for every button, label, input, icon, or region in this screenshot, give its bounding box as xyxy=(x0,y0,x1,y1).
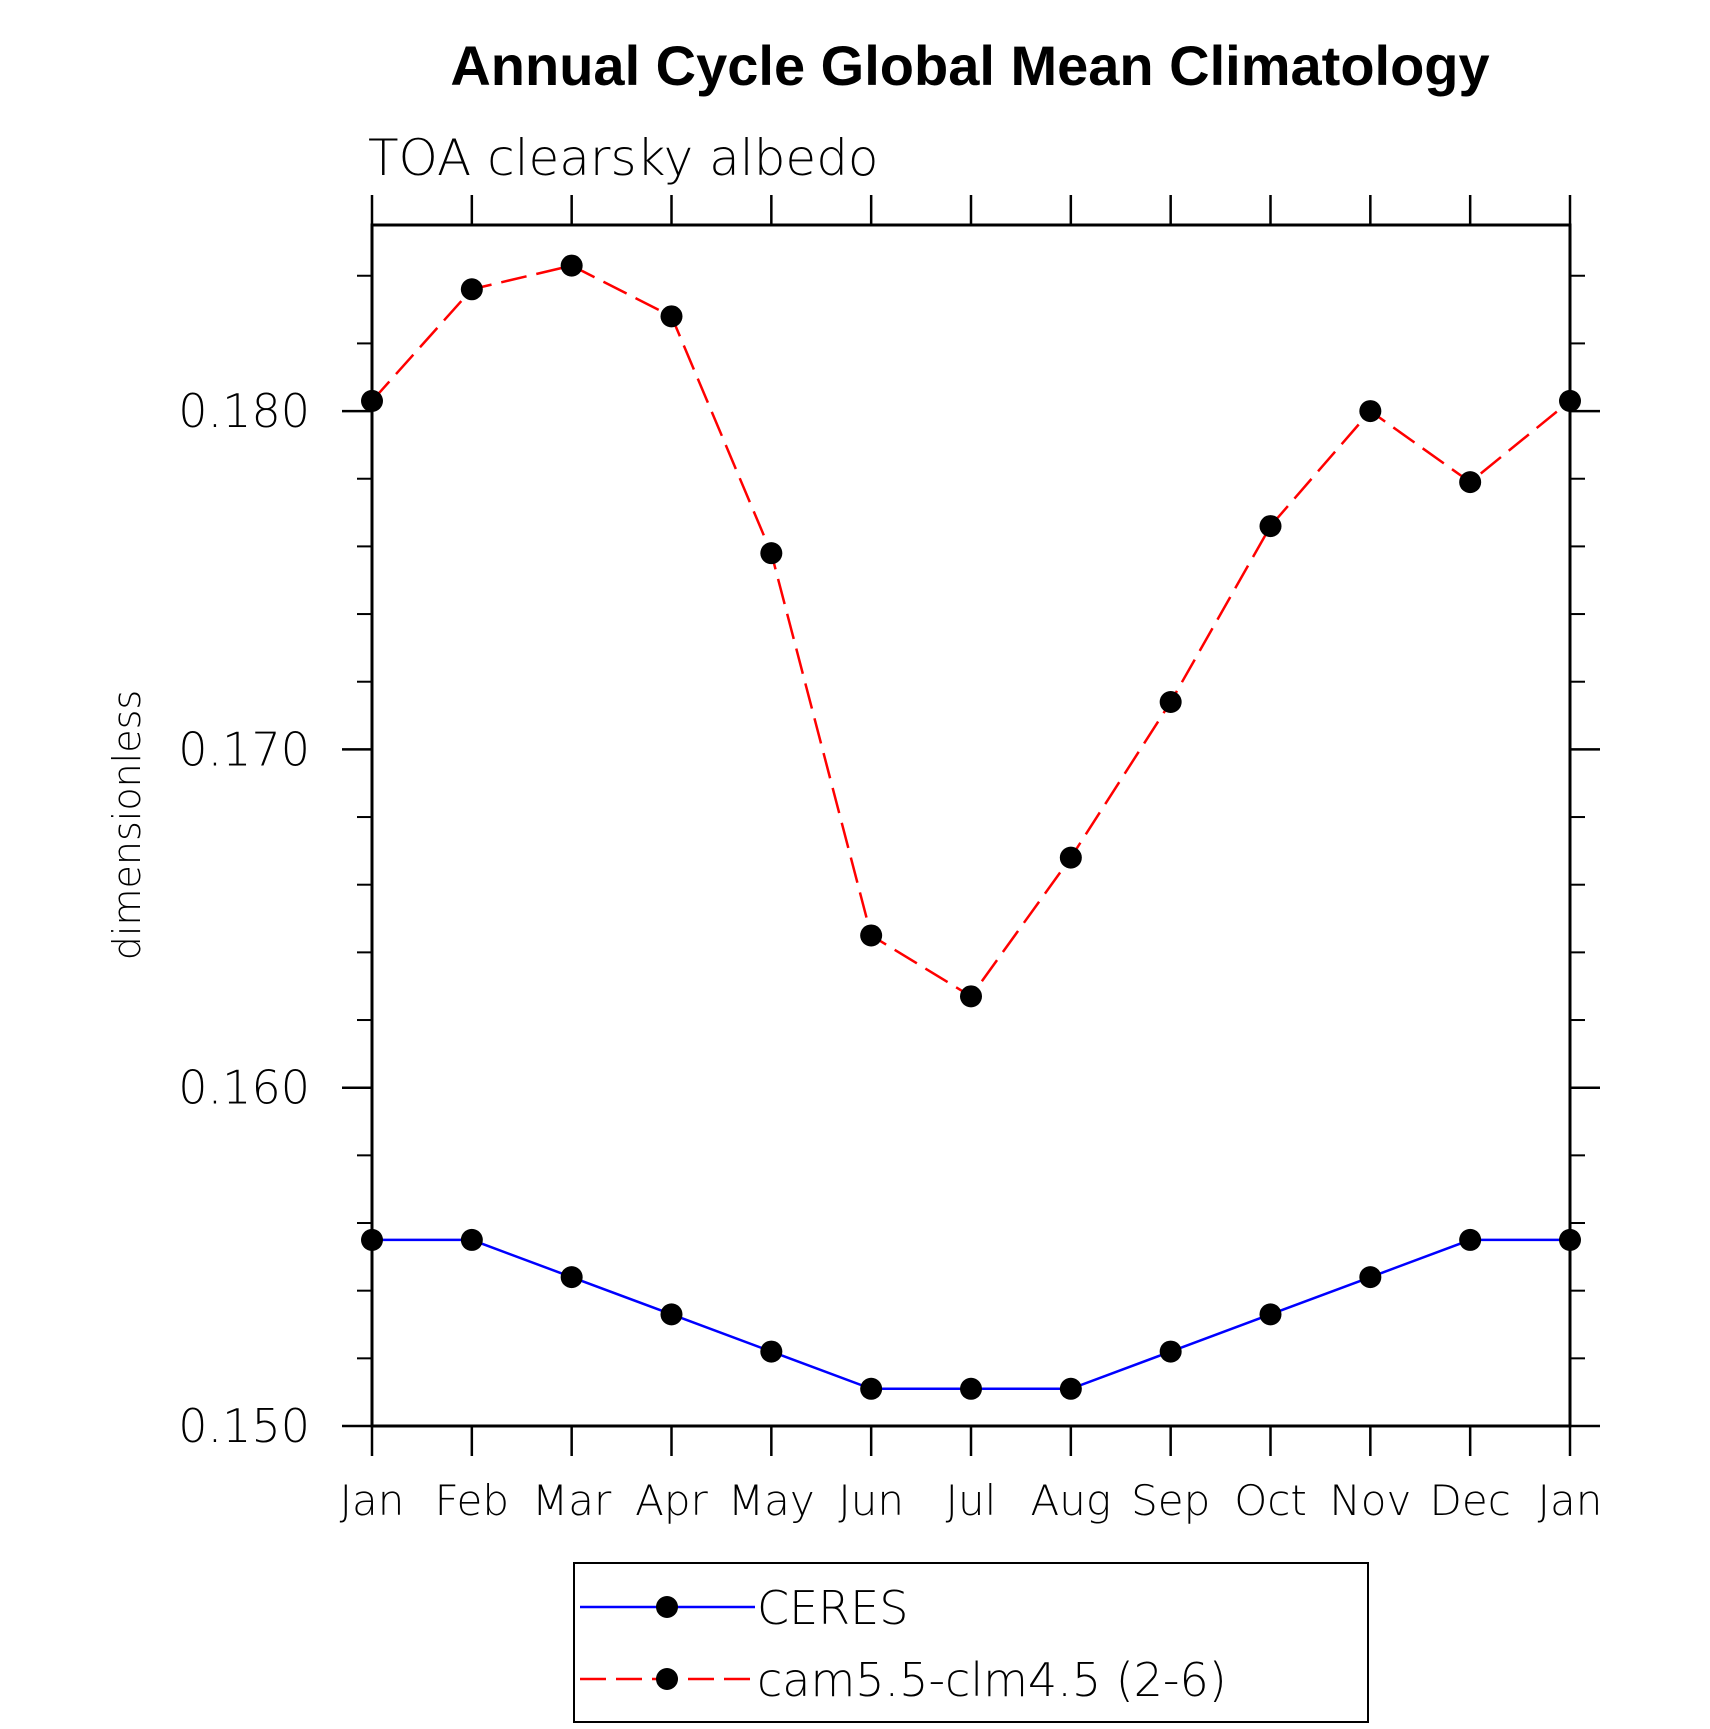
data-point xyxy=(560,1266,583,1289)
legend-box xyxy=(573,1562,1369,1723)
plot-frame xyxy=(370,223,1572,1428)
data-point xyxy=(460,1228,483,1251)
data-point xyxy=(660,1303,683,1326)
x-tick-label: Oct xyxy=(1234,1476,1307,1525)
series-line-cam xyxy=(371,264,1571,999)
x-tick-label: Apr xyxy=(635,1476,708,1525)
data-point xyxy=(1459,471,1482,494)
data-point xyxy=(760,1340,783,1363)
y-tick-label: 0.170 xyxy=(178,722,310,776)
data-point xyxy=(1259,1303,1282,1326)
x-tick-label: Jul xyxy=(946,1476,997,1525)
legend: CERES cam5.5-clm4.5 (2-6) xyxy=(573,1562,1369,1723)
data-point xyxy=(1059,1377,1082,1400)
data-point xyxy=(560,254,583,277)
y-tick-label: 0.180 xyxy=(178,384,310,438)
data-point xyxy=(1159,691,1182,714)
y-tick-label: 0.150 xyxy=(178,1399,310,1453)
x-tick-label: Mar xyxy=(532,1476,612,1525)
legend-label-ceres: CERES xyxy=(757,1581,908,1635)
data-point xyxy=(361,389,383,412)
data-point xyxy=(1459,1228,1482,1251)
data-point xyxy=(960,1377,982,1400)
x-tick-label: Feb xyxy=(435,1476,509,1525)
series-layer xyxy=(361,254,1581,1400)
data-point xyxy=(660,305,683,328)
data-point xyxy=(460,278,483,301)
data-point xyxy=(1159,1340,1182,1363)
y-tick-labels: 0.150 0.160 0.170 0.180 xyxy=(178,384,310,1453)
y-tick-label: 0.160 xyxy=(178,1061,310,1115)
data-point xyxy=(760,542,783,565)
x-tick-label: May xyxy=(728,1476,815,1525)
x-tick-label: Aug xyxy=(1031,1476,1112,1525)
y-axis-label: dimensionless xyxy=(105,690,149,960)
x-tick-label: Sep xyxy=(1131,1476,1210,1525)
data-point xyxy=(1359,1266,1382,1289)
data-point xyxy=(860,924,883,947)
data-point xyxy=(960,985,982,1008)
x-tick-label: Jan xyxy=(340,1476,405,1525)
series-line-ceres xyxy=(372,1238,1570,1391)
chart-title: Annual Cycle Global Mean Climatology xyxy=(450,34,1489,97)
data-point xyxy=(1359,400,1382,423)
x-tick-label: Jan xyxy=(1538,1476,1603,1525)
data-point xyxy=(860,1377,883,1400)
legend-marker-cam xyxy=(656,1668,678,1690)
x-tick-label: Jun xyxy=(838,1476,904,1525)
chart-subtitle: TOA clearsky albedo xyxy=(368,129,879,187)
data-point xyxy=(1559,1228,1581,1251)
x-tick-label: Dec xyxy=(1430,1476,1511,1525)
legend-marker-ceres xyxy=(656,1596,678,1618)
x-tick-labels: Jan Feb Mar Apr May Jun Jul Aug Sep Oct Nov Dec Jan xyxy=(340,1476,1603,1525)
data-point xyxy=(1059,846,1082,869)
data-point xyxy=(1559,389,1581,412)
x-tick-label: Nov xyxy=(1329,1476,1411,1525)
legend-label-cam: cam5.5-clm4.5 (2-6) xyxy=(757,1653,1227,1707)
axis-ticks xyxy=(342,195,1600,1456)
data-point xyxy=(1259,515,1282,538)
data-point xyxy=(361,1228,383,1251)
